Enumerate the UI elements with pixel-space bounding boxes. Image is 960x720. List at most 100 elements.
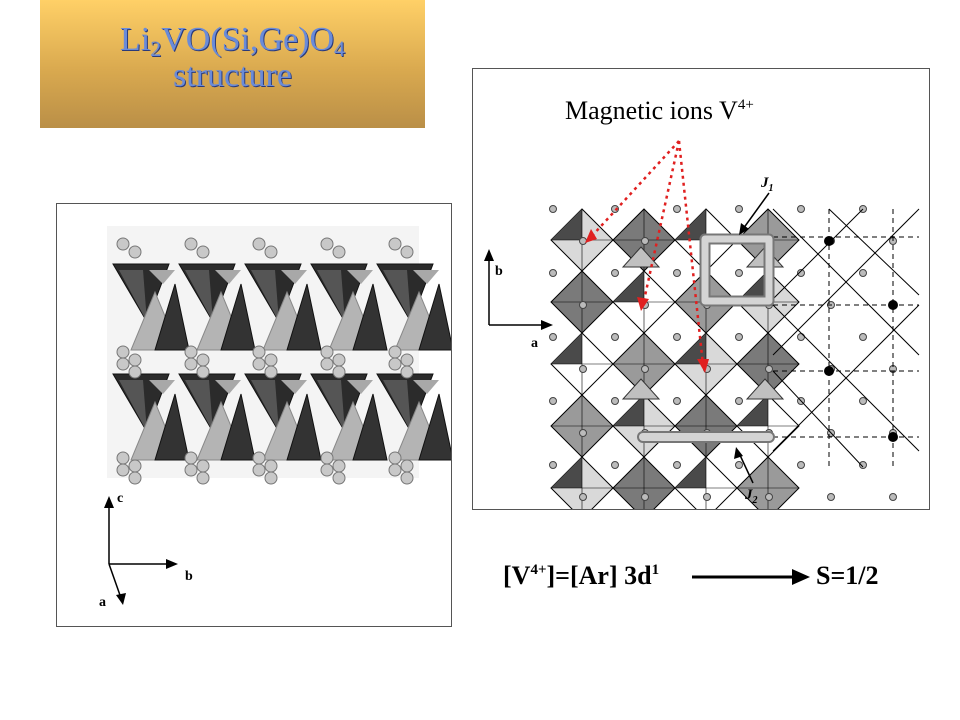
lithium-sphere <box>196 459 210 473</box>
lithium-sphere <box>128 459 142 473</box>
oxygen-dot <box>673 205 681 213</box>
oxygen-dot <box>641 493 649 501</box>
pyramid-face <box>119 380 147 432</box>
lithium-sphere <box>196 245 210 259</box>
dotted-arrow-1 <box>590 140 680 238</box>
title-sub-2: 2 <box>150 36 162 61</box>
lithium-sphere <box>252 345 266 359</box>
oxygen-dot <box>889 493 897 501</box>
axis-a-arrowhead <box>116 593 126 605</box>
axis-b-label-right: b <box>495 264 503 279</box>
oxygen-dot <box>579 493 587 501</box>
dark-tetrahedron <box>352 393 388 461</box>
small-triangle <box>745 378 785 400</box>
lithium-sphere <box>252 357 266 371</box>
magnetic-layer-panel: Magnetic ions V4+ J1 J2 b a <box>472 68 930 510</box>
pyramid-face <box>383 380 411 432</box>
light-pyramid-top <box>281 270 307 284</box>
lithium-sphere <box>264 471 278 485</box>
oxygen-dot <box>579 301 587 309</box>
oxygen-dot <box>859 269 867 277</box>
dark-tetrahedron <box>154 393 190 461</box>
oxygen-dot <box>611 461 619 469</box>
dotted-arrowhead-2 <box>637 297 649 311</box>
layer-group <box>112 263 451 461</box>
lithium-sphere <box>252 237 266 251</box>
magnetic-ions-label: Magnetic ions V4+ <box>565 96 754 125</box>
oxygen-dot <box>827 493 835 501</box>
light-pyramid-top <box>413 270 439 284</box>
layered-structure-image: c b a <box>99 226 451 610</box>
lattice-diagonal <box>772 304 920 452</box>
light-pyramid-top <box>281 380 307 394</box>
j1-exchange-path <box>701 235 773 305</box>
layered-structure-panel: c b a <box>56 203 452 627</box>
oxygen-dot <box>549 397 557 405</box>
vanadium-dot <box>824 366 834 376</box>
light-pyramid-top <box>347 380 373 394</box>
dotted-arrow-3 <box>677 140 705 366</box>
tetrahedron-shade <box>737 395 768 426</box>
implies-arrow <box>692 569 810 585</box>
lithium-sphere <box>388 357 402 371</box>
magnetic-layer-image: Magnetic ions V4+ J1 J2 b a <box>484 96 920 509</box>
lithium-sphere <box>128 471 142 485</box>
dark-tetrahedron <box>352 283 388 351</box>
j1-pointer <box>742 192 770 230</box>
axis-a-label-right: a <box>531 336 538 351</box>
tetrahedron-shade <box>613 395 644 426</box>
tetrahedron-shade <box>613 271 644 302</box>
axis-b-arrowhead <box>166 559 178 569</box>
lithium-sphere <box>196 365 210 379</box>
lithium-sphere <box>332 471 346 485</box>
oxygen-dot <box>797 461 805 469</box>
oxygen-dot <box>735 397 743 405</box>
lithium-sphere <box>320 463 334 477</box>
pyramid-face <box>251 270 279 322</box>
oxygen-dot <box>579 237 587 245</box>
lattice-diagonal <box>772 208 920 356</box>
dark-tetrahedron <box>286 393 322 461</box>
lithium-sphere <box>116 237 130 251</box>
oxygen-dot <box>673 397 681 405</box>
electron-configuration: [V4+]=[Ar] 3d1 <box>503 561 660 590</box>
lithium-sphere <box>320 237 334 251</box>
axis-a-label: a <box>99 595 106 610</box>
lithium-sphere <box>184 237 198 251</box>
lithium-sphere <box>116 357 130 371</box>
lattice-diagonal <box>828 208 920 296</box>
tetrahedron-shade <box>675 457 706 488</box>
vanadium-dot <box>888 432 898 442</box>
pyramid-face <box>119 270 147 322</box>
oxygen-dot <box>703 493 711 501</box>
oxygen-dot <box>859 461 867 469</box>
lithium-sphere <box>196 471 210 485</box>
lithium-sphere <box>332 353 346 367</box>
lithium-sphere <box>388 237 402 251</box>
light-pyramid-top <box>215 380 241 394</box>
sphere-group <box>116 237 414 485</box>
lithium-sphere <box>128 353 142 367</box>
lithium-sphere <box>400 353 414 367</box>
oxygen-dot <box>673 269 681 277</box>
small-triangle <box>621 378 661 400</box>
lithium-sphere <box>320 357 334 371</box>
j1-pointer-head <box>739 223 749 235</box>
slide-title: Li2VO(Si,Ge)O4 structure <box>40 22 425 94</box>
dark-tetrahedron <box>286 283 322 351</box>
oxygen-dot <box>549 333 557 341</box>
oxygen-dot <box>859 397 867 405</box>
spin-value: S=1/2 <box>816 561 879 590</box>
oxygen-dot <box>673 333 681 341</box>
lithium-sphere <box>196 353 210 367</box>
oxygen-dot <box>735 205 743 213</box>
lithium-sphere <box>116 345 130 359</box>
j2-pointer-head <box>734 447 743 459</box>
oxygen-dot <box>735 269 743 277</box>
lithium-sphere <box>184 345 198 359</box>
lithium-sphere <box>116 463 130 477</box>
oxygen-dot <box>579 429 587 437</box>
oxygen-dot <box>765 493 773 501</box>
tetrahedron-shade <box>737 271 768 302</box>
oxygen-dot <box>797 205 805 213</box>
